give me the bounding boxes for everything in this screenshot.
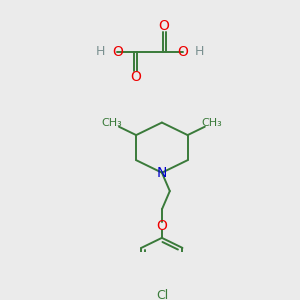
Text: O: O <box>112 44 123 58</box>
Text: Cl: Cl <box>156 289 168 300</box>
Text: O: O <box>157 219 167 233</box>
Text: O: O <box>131 70 142 84</box>
Text: CH₃: CH₃ <box>102 118 122 128</box>
Text: O: O <box>158 20 169 34</box>
Text: CH₃: CH₃ <box>201 118 222 128</box>
Text: H: H <box>195 45 204 58</box>
Text: O: O <box>177 44 188 58</box>
Text: N: N <box>157 166 167 180</box>
Text: H: H <box>96 45 105 58</box>
